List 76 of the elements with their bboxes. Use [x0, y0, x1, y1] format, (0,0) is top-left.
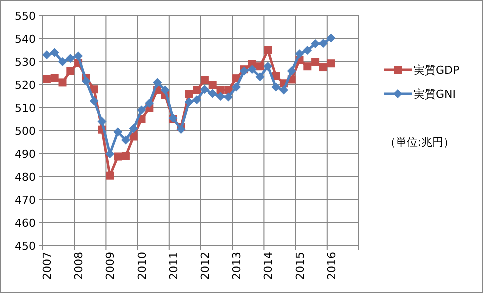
point [272, 82, 281, 92]
point [256, 72, 265, 82]
point [208, 81, 217, 89]
point [327, 60, 336, 68]
point [304, 62, 312, 71]
point [192, 95, 202, 104]
point [224, 92, 234, 102]
point [50, 48, 60, 58]
point [66, 54, 76, 64]
point [248, 65, 257, 74]
x-tick-label: 2008 [72, 252, 86, 280]
point [106, 172, 114, 180]
point [193, 86, 202, 94]
x-tick-label: 2011 [167, 252, 180, 280]
point [153, 78, 162, 88]
x-tick-label: 2010 [136, 252, 149, 280]
point [232, 82, 242, 92]
point [50, 74, 59, 82]
y-tick-label: 540 [15, 33, 36, 46]
point [58, 58, 68, 66]
point [58, 78, 67, 87]
y-tick-label: 450 [15, 240, 36, 253]
x-tick-label: 2012 [198, 252, 212, 280]
x-tick-label: 2007 [40, 252, 54, 280]
y-tick-label: 500 [15, 125, 36, 138]
point [264, 62, 273, 72]
x-tick-label: 2015 [294, 252, 307, 280]
x-tick-label: 2009 [104, 252, 118, 280]
point [287, 66, 296, 76]
y-tick-label: 520 [15, 79, 36, 92]
point [98, 117, 107, 126]
point [42, 50, 52, 60]
y-tick-label: 460 [15, 217, 36, 230]
text: （単位:兆円） [385, 136, 455, 149]
y-tick-label: 550 [15, 10, 36, 23]
legend-label: 実質GDP [414, 64, 460, 77]
point [200, 85, 210, 94]
y-tick-label: 490 [15, 148, 36, 161]
point [303, 46, 312, 55]
point [326, 34, 336, 43]
point [264, 46, 272, 54]
point [42, 75, 51, 84]
point [208, 89, 218, 98]
point [82, 77, 91, 86]
point [121, 136, 130, 145]
point [184, 98, 194, 107]
point [114, 128, 123, 137]
point [295, 50, 304, 59]
y-tick-label: 530 [15, 56, 36, 69]
point [122, 152, 130, 160]
point [256, 62, 264, 71]
point [137, 106, 146, 115]
y-tick-label: 470 [15, 194, 36, 207]
point [176, 125, 186, 134]
point [66, 67, 75, 76]
point [160, 86, 170, 95]
point [319, 64, 328, 72]
point [216, 92, 226, 101]
x-tick-label: 2013 [230, 252, 244, 280]
point [129, 124, 138, 134]
legend-label: 実質GNI [414, 88, 456, 101]
point [185, 90, 194, 98]
x-tick-label: 2014 [262, 252, 276, 280]
point [312, 58, 320, 66]
point [114, 152, 122, 161]
point [318, 39, 328, 48]
y-tick-label: 510 [15, 102, 36, 115]
point [200, 76, 209, 84]
point [279, 86, 288, 95]
point [145, 98, 154, 108]
point [130, 132, 138, 141]
point [90, 86, 98, 94]
x-tick-label: 2016 [325, 252, 338, 280]
y-tick-label: 480 [15, 171, 36, 184]
point [74, 52, 84, 61]
point [90, 96, 99, 106]
